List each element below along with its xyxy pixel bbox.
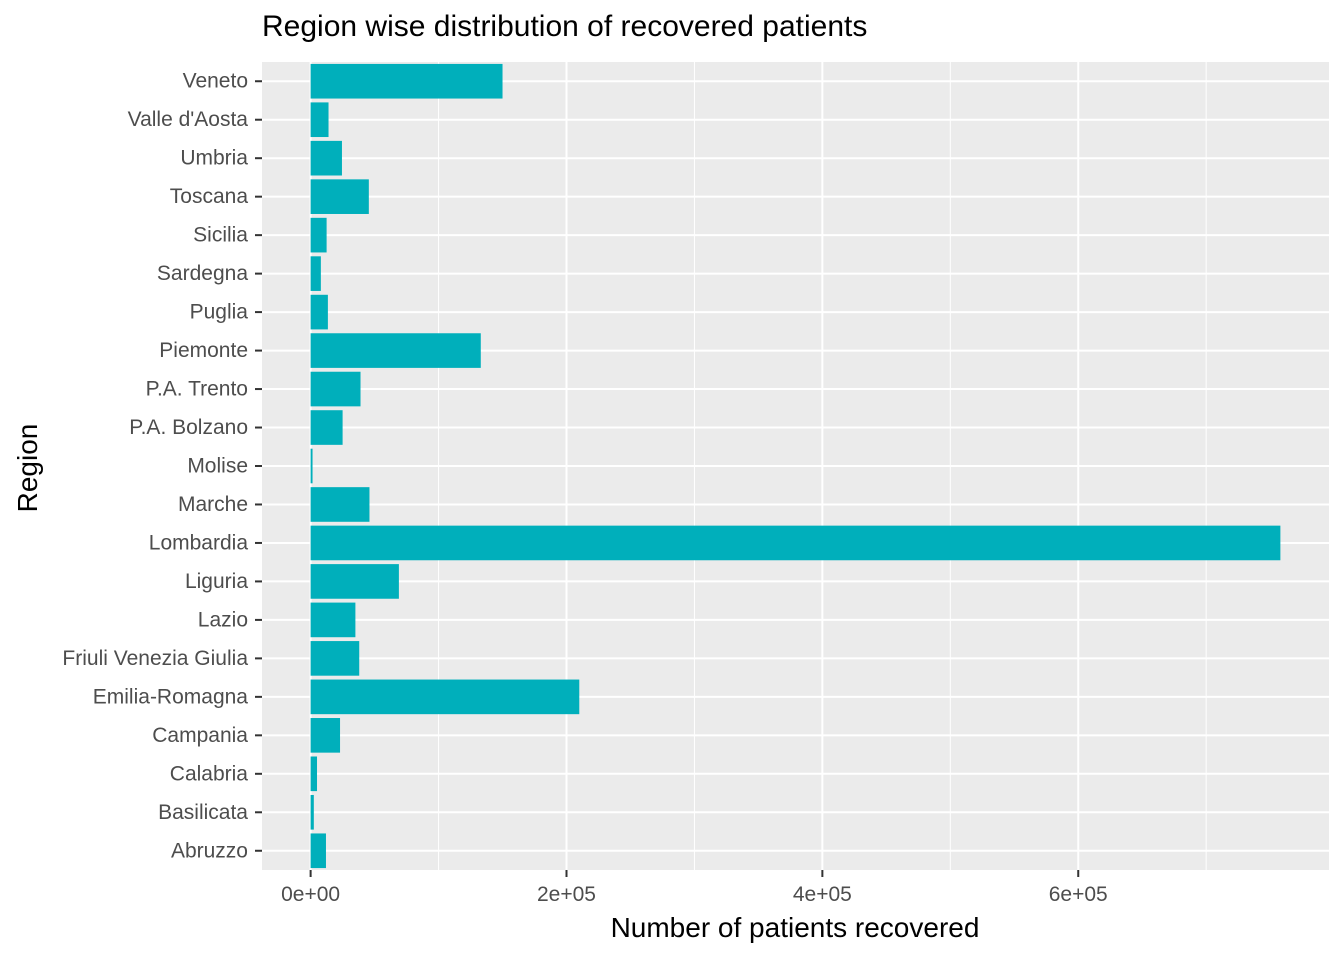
- bar: [310, 602, 356, 638]
- y-tick-label: Friuli Venezia Giulia: [62, 647, 248, 670]
- x-tick-label: 4e+05: [793, 883, 852, 906]
- y-tick-label: Basilicata: [158, 801, 248, 824]
- x-tick-label: 0e+00: [281, 883, 340, 906]
- bar: [310, 294, 328, 330]
- bar: [310, 794, 314, 830]
- bar: [310, 564, 399, 599]
- bar: [310, 140, 342, 176]
- y-tick-label: Veneto: [183, 70, 248, 93]
- y-tick-label: Piemonte: [159, 339, 248, 362]
- y-tick-label: Calabria: [170, 762, 249, 785]
- bar: [310, 679, 580, 715]
- y-tick-label: Marche: [178, 493, 248, 516]
- y-tick-label: P.A. Bolzano: [129, 416, 248, 439]
- bar: [310, 410, 343, 445]
- x-axis-title: Number of patients recovered: [610, 912, 980, 943]
- y-tick-label: Sicilia: [193, 224, 248, 247]
- x-tick-label: 6e+05: [1049, 883, 1108, 906]
- bar: [310, 102, 329, 138]
- bar: [310, 641, 360, 676]
- bar: [310, 487, 370, 522]
- y-axis-title: Region: [12, 423, 43, 513]
- bar: [310, 833, 326, 869]
- y-tick-label: Liguria: [185, 570, 248, 593]
- x-tick-label: 2e+05: [537, 883, 596, 906]
- y-tick-label: Molise: [187, 455, 248, 478]
- bar: [310, 63, 503, 99]
- y-tick-label: Valle d'Aosta: [128, 108, 249, 131]
- y-tick-label: Toscana: [170, 185, 249, 208]
- bar: [310, 718, 341, 753]
- bar: [310, 448, 313, 484]
- y-tick-label: Sardegna: [157, 262, 248, 285]
- y-tick-label: Campania: [152, 724, 248, 747]
- y-tick-label: Abruzzo: [171, 839, 248, 862]
- y-tick-label: Umbria: [180, 147, 248, 170]
- bar: [310, 217, 327, 253]
- bar: [310, 179, 369, 214]
- y-tick-label: Emilia-Romagna: [93, 685, 249, 708]
- bar: [310, 333, 481, 368]
- y-tick-label: Puglia: [190, 301, 249, 324]
- y-tick-label: Lombardia: [149, 531, 249, 554]
- bar: [310, 525, 1281, 561]
- y-tick-label: P.A. Trento: [146, 378, 248, 401]
- y-tick-label: Lazio: [198, 608, 248, 631]
- bar: [310, 756, 318, 792]
- chart-title: Region wise distribution of recovered pa…: [262, 10, 868, 43]
- bar: [310, 371, 361, 407]
- bar: [310, 256, 321, 291]
